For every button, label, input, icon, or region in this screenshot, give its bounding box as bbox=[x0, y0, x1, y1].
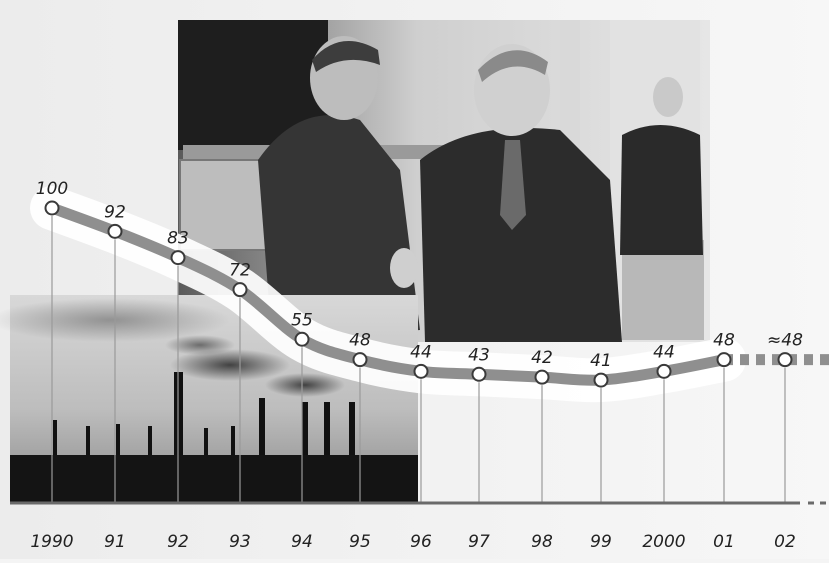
point-label-99: 41 bbox=[590, 351, 612, 371]
point-label-97: 43 bbox=[468, 345, 490, 365]
x-tick-label-98: 98 bbox=[531, 532, 553, 552]
x-tick-label-93: 93 bbox=[229, 532, 251, 552]
x-tick-label-95: 95 bbox=[349, 532, 371, 552]
x-tick-label-91: 91 bbox=[104, 532, 126, 552]
point-label-96: 44 bbox=[410, 342, 432, 362]
point-label-01: 48 bbox=[713, 331, 735, 351]
x-tick-label-1990: 1990 bbox=[30, 532, 73, 552]
point-marker-2000 bbox=[658, 365, 671, 378]
point-marker-97 bbox=[473, 368, 486, 381]
point-label-95: 48 bbox=[349, 331, 371, 351]
point-marker-99 bbox=[595, 374, 608, 387]
point-label-93: 72 bbox=[229, 261, 251, 281]
point-label-98: 42 bbox=[531, 348, 553, 368]
point-marker-96 bbox=[415, 365, 428, 378]
photo-factory-smokestacks bbox=[0, 295, 418, 503]
x-tick-label-97: 97 bbox=[468, 532, 490, 552]
point-label-2000: 44 bbox=[653, 342, 675, 362]
x-tick-label-99: 99 bbox=[590, 532, 612, 552]
x-tick-label-94: 94 bbox=[291, 532, 313, 552]
point-marker-1990 bbox=[46, 202, 59, 215]
point-label-1990: 100 bbox=[36, 179, 68, 199]
point-marker-93 bbox=[234, 283, 247, 296]
point-marker-92 bbox=[172, 251, 185, 264]
x-tick-label-02: 02 bbox=[774, 532, 796, 552]
point-marker-91 bbox=[109, 225, 122, 238]
x-tick-label-96: 96 bbox=[410, 532, 432, 552]
point-marker-98 bbox=[536, 371, 549, 384]
point-label-91: 92 bbox=[104, 202, 126, 222]
point-label-94: 55 bbox=[291, 310, 313, 330]
point-marker-94 bbox=[296, 333, 309, 346]
x-tick-label-01: 01 bbox=[713, 532, 735, 552]
x-tick-label-92: 92 bbox=[167, 532, 189, 552]
point-label-92: 83 bbox=[167, 229, 189, 249]
x-tick-label-2000: 2000 bbox=[642, 532, 685, 552]
point-marker-02 bbox=[779, 353, 792, 366]
point-marker-95 bbox=[354, 353, 367, 366]
point-marker-01 bbox=[718, 353, 731, 366]
point-label-02: ≈48 bbox=[767, 331, 803, 351]
